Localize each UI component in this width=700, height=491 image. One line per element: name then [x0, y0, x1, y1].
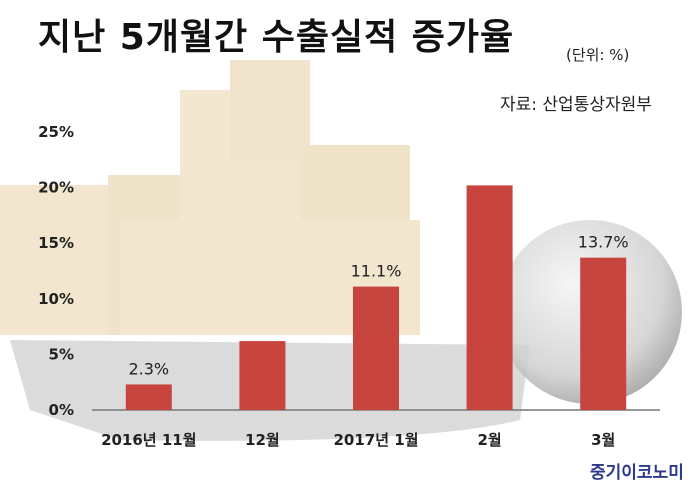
source-note: 자료: 산업통상자원부	[500, 95, 652, 115]
data-label: 11.1%	[351, 262, 402, 281]
x-tick-label: 12월	[245, 431, 280, 449]
data-labels: 2.3% 11.1% 13.7%	[128, 233, 628, 379]
bars	[125, 185, 627, 410]
y-axis: 0% 5% 10% 15% 20% 25%	[38, 123, 74, 419]
bar	[580, 257, 627, 410]
y-tick-label: 15%	[38, 234, 74, 252]
y-tick-label: 25%	[38, 123, 74, 141]
y-tick-label: 10%	[38, 290, 74, 308]
bar	[466, 185, 513, 410]
data-label: 2.3%	[128, 359, 169, 378]
y-tick-label: 20%	[38, 179, 74, 197]
bar	[239, 341, 286, 410]
y-tick-label: 0%	[49, 401, 74, 419]
x-tick-label: 2017년 1월	[333, 431, 418, 449]
x-tick-label: 2016년 11월	[101, 431, 196, 449]
x-axis: 2016년 11월 12월 2017년 1월 2월 3월	[101, 431, 615, 449]
y-tick-label: 5%	[49, 345, 74, 363]
bar	[353, 286, 399, 410]
publisher-logo: 중기이코노미	[590, 463, 684, 483]
data-label: 13.7%	[578, 233, 629, 252]
chart-title: 지난 5개월간 수출실적 증가율	[38, 17, 515, 58]
unit-note: (단위: %)	[566, 46, 630, 64]
x-tick-label: 3월	[591, 431, 615, 449]
bar	[125, 384, 172, 410]
x-tick-label: 2월	[477, 431, 501, 449]
